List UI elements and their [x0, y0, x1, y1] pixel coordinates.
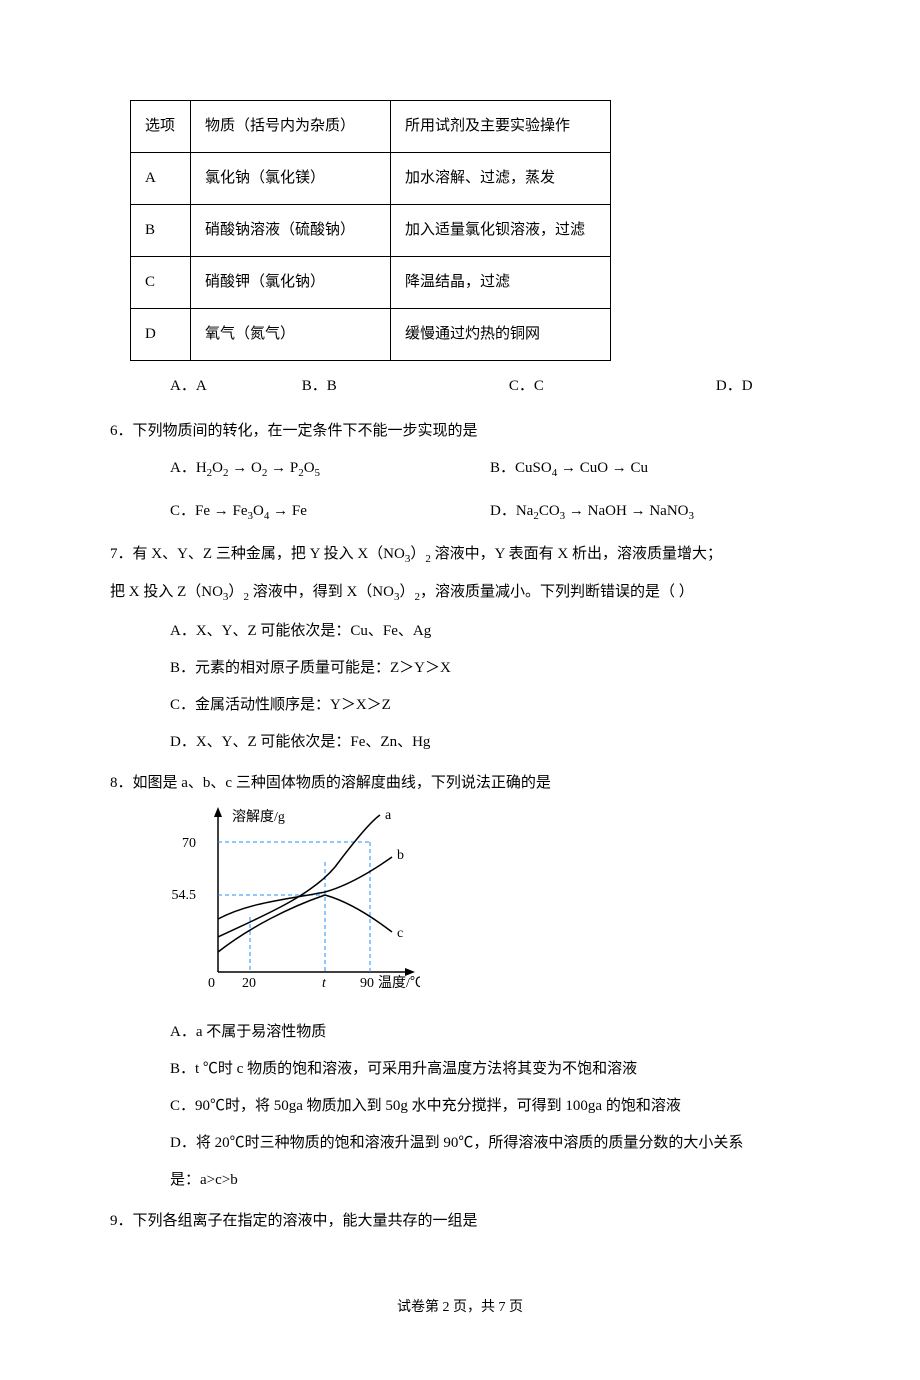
chart-svg: 溶解度/g 70 54.5 0 20 t 90 温度/℃ a b c — [160, 807, 420, 997]
q6-options: A．H2O2 → O2 → P2O5 B．CuSO4 → CuO → Cu C．… — [170, 455, 810, 527]
y-tick-545: 54.5 — [172, 888, 197, 903]
cell-op: 降温结晶，过滤 — [391, 257, 611, 309]
solubility-chart: 溶解度/g 70 54.5 0 20 t 90 温度/℃ a b c — [160, 807, 810, 1007]
table-header-row: 选项 物质（括号内为杂质） 所用试剂及主要实验操作 — [131, 101, 611, 153]
option-c: C．C — [509, 373, 716, 400]
option-b: B．B — [302, 373, 509, 400]
header-operation: 所用试剂及主要实验操作 — [391, 101, 611, 153]
q6-stem: 6．下列物质间的转化，在一定条件下不能一步实现的是 — [110, 418, 810, 445]
cell-sub: 硝酸钾（氯化钠） — [191, 257, 391, 309]
series-a-label: a — [385, 808, 392, 823]
x-axis-label: 温度/℃ — [378, 975, 420, 991]
q7-option-a: A．X、Y、Z 可能依次是：Cu、Fe、Ag — [170, 618, 810, 645]
y-axis-label: 溶解度/g — [232, 809, 285, 825]
header-substance: 物质（括号内为杂质） — [191, 101, 391, 153]
q8-option-a: A．a 不属于易溶性物质 — [170, 1019, 810, 1046]
q6-option-a: A．H2O2 → O2 → P2O5 — [170, 455, 490, 484]
option-d: D．D — [716, 373, 810, 400]
table-row: B 硝酸钠溶液（硫酸钠） 加入适量氯化钡溶液，过滤 — [131, 205, 611, 257]
q6-option-d: D．Na2CO3 → NaOH → NaNO3 — [490, 498, 810, 527]
cell-sub: 氯化钠（氯化镁） — [191, 153, 391, 205]
cell-sub: 硝酸钠溶液（硫酸钠） — [191, 205, 391, 257]
x-tick-0: 0 — [208, 976, 215, 991]
q8-option-c: C．90℃时，将 50ga 物质加入到 50g 水中充分搅拌，可得到 100ga… — [170, 1093, 810, 1120]
curve-a — [218, 815, 380, 937]
cell-op: 缓慢通过灼热的铜网 — [391, 309, 611, 361]
curve-b — [218, 857, 392, 919]
q8-options: A．a 不属于易溶性物质 B．t ℃时 c 物质的饱和溶液，可采用升高温度方法将… — [170, 1019, 810, 1194]
q7-options: A．X、Y、Z 可能依次是：Cu、Fe、Ag B．元素的相对原子质量可能是：Z＞… — [170, 618, 810, 756]
x-tick-20: 20 — [242, 976, 256, 991]
cell-sub: 氧气（氮气） — [191, 309, 391, 361]
x-tick-90: 90 — [360, 976, 374, 991]
header-option: 选项 — [131, 101, 191, 153]
cell-opt: D — [131, 309, 191, 361]
q6-option-c: C．Fe → Fe3O4 → Fe — [170, 498, 490, 527]
q7-option-b: B．元素的相对原子质量可能是：Z＞Y＞X — [170, 655, 810, 682]
q7-stem-line2: 把 X 投入 Z（NO3）2 溶液中，得到 X（NO3）2，溶液质量减小。下列判… — [110, 579, 810, 608]
q6-option-b: B．CuSO4 → CuO → Cu — [490, 455, 810, 484]
q7-option-c: C．金属活动性顺序是：Y＞X＞Z — [170, 692, 810, 719]
y-tick-70: 70 — [182, 836, 196, 851]
question-7: 7．有 X、Y、Z 三种金属，把 Y 投入 X（NO3）2 溶液中，Y 表面有 … — [110, 541, 810, 757]
q8-option-d2: 是：a>c>b — [170, 1167, 810, 1194]
question-9: 9．下列各组离子在指定的溶液中，能大量共存的一组是 — [110, 1208, 810, 1235]
y-axis-arrow — [214, 807, 222, 817]
cell-opt: A — [131, 153, 191, 205]
q8-option-d: D．将 20℃时三种物质的饱和溶液升温到 90℃，所得溶液中溶质的质量分数的大小… — [170, 1130, 810, 1157]
table-row: D 氧气（氮气） 缓慢通过灼热的铜网 — [131, 309, 611, 361]
question-8: 8．如图是 a、b、c 三种固体物质的溶解度曲线，下列说法正确的是 溶解度/g … — [110, 770, 810, 1194]
q5-options: A．A B．B C．C D．D — [170, 373, 810, 400]
q9-stem: 9．下列各组离子在指定的溶液中，能大量共存的一组是 — [110, 1208, 810, 1235]
series-c-label: c — [397, 926, 403, 941]
q8-option-b: B．t ℃时 c 物质的饱和溶液，可采用升高温度方法将其变为不饱和溶液 — [170, 1056, 810, 1083]
cell-opt: C — [131, 257, 191, 309]
option-a: A．A — [170, 373, 302, 400]
x-axis-arrow — [405, 968, 415, 976]
cell-op: 加水溶解、过滤，蒸发 — [391, 153, 611, 205]
curve-c — [218, 895, 392, 952]
q7-option-d: D．X、Y、Z 可能依次是：Fe、Zn、Hg — [170, 729, 810, 756]
series-b-label: b — [397, 848, 404, 863]
x-tick-t: t — [322, 976, 327, 991]
cell-op: 加入适量氯化钡溶液，过滤 — [391, 205, 611, 257]
table-row: C 硝酸钾（氯化钠） 降温结晶，过滤 — [131, 257, 611, 309]
purification-table: 选项 物质（括号内为杂质） 所用试剂及主要实验操作 A 氯化钠（氯化镁） 加水溶… — [130, 100, 611, 361]
q7-stem-line1: 7．有 X、Y、Z 三种金属，把 Y 投入 X（NO3）2 溶液中，Y 表面有 … — [110, 541, 810, 570]
page-footer: 试卷第 2 页，共 7 页 — [110, 1295, 810, 1320]
table-row: A 氯化钠（氯化镁） 加水溶解、过滤，蒸发 — [131, 153, 611, 205]
question-6: 6．下列物质间的转化，在一定条件下不能一步实现的是 A．H2O2 → O2 → … — [110, 418, 810, 527]
q8-stem: 8．如图是 a、b、c 三种固体物质的溶解度曲线，下列说法正确的是 — [110, 770, 810, 797]
cell-opt: B — [131, 205, 191, 257]
